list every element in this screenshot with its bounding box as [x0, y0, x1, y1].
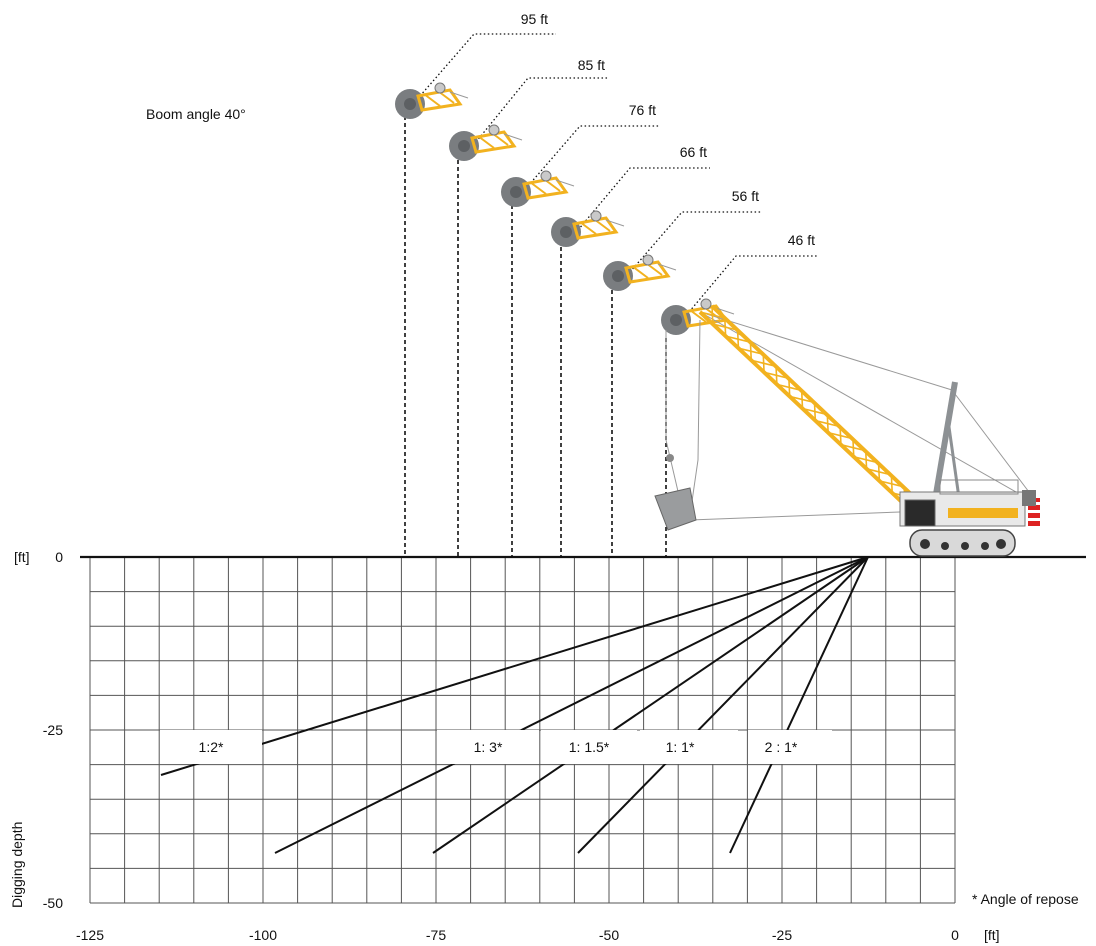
boom-tip-head	[603, 254, 677, 291]
crane-mast	[932, 381, 958, 501]
footnote: * Angle of repose	[972, 891, 1079, 907]
slope-line-1-3	[274, 556, 869, 854]
slope-label-1-1-5: 1: 1.5*	[569, 739, 610, 755]
slope-label-1-3: 1: 3*	[474, 739, 503, 755]
x-unit-label: [ft]	[984, 927, 1000, 943]
x-tick-minus50: -50	[599, 927, 619, 943]
boom-length-85: 85 ft	[578, 57, 605, 73]
boom-length-leaders	[419, 33, 818, 319]
boom-tip-head	[501, 170, 575, 207]
boom-tip-head	[551, 210, 625, 247]
boom-length-95: 95 ft	[521, 11, 548, 27]
slope-lines	[160, 556, 869, 854]
y-axis-title: Digging depth	[9, 822, 25, 908]
boom-length-76: 76 ft	[629, 102, 656, 118]
dragline-bucket	[654, 487, 697, 531]
boom-tip-heads	[395, 82, 735, 335]
y-tick-minus25: -25	[43, 722, 63, 738]
x-tick-minus25: -25	[772, 927, 792, 943]
x-tick-minus75: -75	[426, 927, 446, 943]
boom-tip-head	[395, 82, 469, 119]
lattice-boom	[698, 304, 918, 507]
slope-line-1-1-5	[432, 556, 869, 854]
slope-line-2-1	[729, 556, 869, 854]
x-tick-minus100: -100	[249, 927, 277, 943]
slope-label-1-2: 1:2*	[199, 739, 224, 755]
crane-cab	[904, 499, 936, 527]
boom-tip-head	[449, 124, 523, 161]
slope-line-1-1	[577, 556, 869, 854]
x-tick-0: 0	[951, 927, 959, 943]
boom-tip-head	[661, 298, 735, 335]
crawler-crane	[654, 304, 1040, 557]
y-tick-minus50: -50	[43, 895, 63, 911]
slope-line-1-2	[160, 556, 869, 776]
y-tick-0: 0	[55, 549, 63, 565]
boom-length-46: 46 ft	[788, 232, 815, 248]
slope-label-2-1: 2 : 1*	[765, 739, 798, 755]
boom-length-66: 66 ft	[680, 144, 707, 160]
slope-label-boxes	[160, 730, 832, 764]
y-unit-label: [ft]	[14, 549, 30, 565]
x-tick-minus125: -125	[76, 927, 104, 943]
boom-length-56: 56 ft	[732, 188, 759, 204]
slope-label-1-1: 1: 1*	[666, 739, 695, 755]
boom-angle-label: Boom angle 40°	[146, 106, 246, 122]
